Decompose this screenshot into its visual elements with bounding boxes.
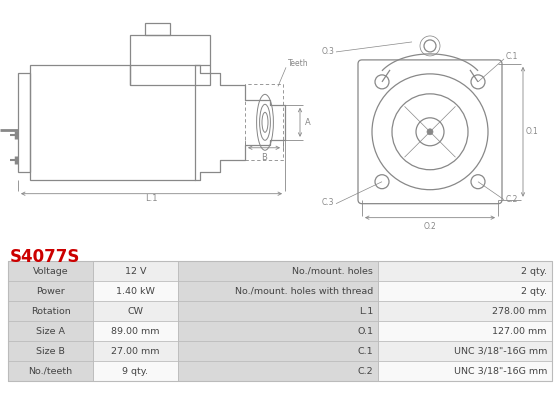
Bar [8, 281, 552, 301]
Bar [178, 321, 378, 341]
Text: 1.40 kW: 1.40 kW [116, 287, 155, 296]
Bar [8, 261, 552, 281]
Text: C.1: C.1 [357, 347, 373, 356]
Bar [8, 361, 93, 381]
Bar [130, 35, 210, 85]
Bar [178, 361, 378, 381]
Bar [8, 301, 93, 321]
Bar [18, 73, 30, 172]
Text: L.1: L.1 [145, 194, 158, 203]
Bar [145, 23, 170, 35]
Text: Size A: Size A [36, 327, 65, 336]
Text: Teeth: Teeth [288, 59, 309, 68]
Bar [8, 261, 552, 381]
Text: 127.00 mm: 127.00 mm [492, 327, 547, 336]
Text: CW: CW [128, 307, 143, 316]
Text: Voltage: Voltage [32, 267, 68, 276]
Bar [8, 301, 552, 321]
Bar [8, 321, 552, 341]
Text: C.3: C.3 [321, 198, 334, 207]
Text: 2 qty.: 2 qty. [521, 267, 547, 276]
Text: L.1: L.1 [359, 307, 373, 316]
Text: No./teeth: No./teeth [29, 366, 73, 376]
Bar [178, 301, 378, 321]
Bar [30, 65, 195, 180]
Text: C.2: C.2 [357, 366, 373, 376]
Text: UNC 3/18"-16G mm: UNC 3/18"-16G mm [454, 366, 547, 376]
Text: S4077S: S4077S [10, 248, 81, 266]
Text: A: A [305, 118, 311, 127]
Bar [8, 321, 93, 341]
Bar [245, 84, 283, 160]
Bar [178, 341, 378, 361]
Text: No./mount. holes: No./mount. holes [292, 267, 373, 276]
Circle shape [427, 129, 433, 135]
Bar [8, 341, 552, 361]
Bar [8, 281, 93, 301]
Bar [8, 261, 93, 281]
Text: 12 V: 12 V [125, 267, 146, 276]
Text: 89.00 mm: 89.00 mm [111, 327, 160, 336]
Text: O.1: O.1 [526, 127, 539, 136]
Text: 2 qty.: 2 qty. [521, 287, 547, 296]
Text: C.1: C.1 [506, 52, 519, 61]
Bar [178, 281, 378, 301]
Text: UNC 3/18"-16G mm: UNC 3/18"-16G mm [454, 347, 547, 356]
Text: 9 qty.: 9 qty. [123, 366, 148, 376]
Text: C.2: C.2 [506, 195, 519, 204]
Text: O.2: O.2 [423, 222, 436, 230]
Text: B: B [261, 153, 267, 162]
Text: 278.00 mm: 278.00 mm [492, 307, 547, 316]
Text: No./mount. holes with thread: No./mount. holes with thread [235, 287, 373, 296]
Text: Rotation: Rotation [31, 307, 71, 316]
Text: 27.00 mm: 27.00 mm [111, 347, 160, 356]
Text: O.3: O.3 [321, 47, 334, 56]
Bar [8, 361, 552, 381]
Bar [8, 341, 93, 361]
Bar [178, 261, 378, 281]
Text: Power: Power [36, 287, 65, 296]
Text: Size B: Size B [36, 347, 65, 356]
Text: O.1: O.1 [357, 327, 373, 336]
